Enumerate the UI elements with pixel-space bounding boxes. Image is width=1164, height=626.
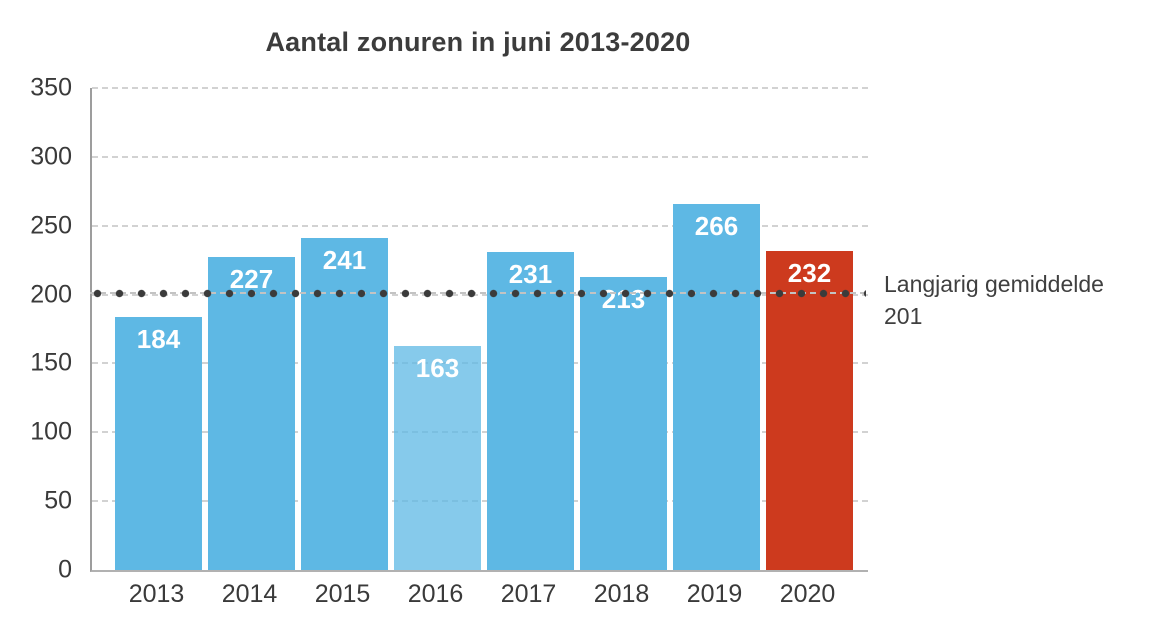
x-tick-label-2015: 2015	[314, 580, 371, 608]
x-tick-label-2014: 2014	[221, 580, 278, 608]
y-tick-label: 300	[30, 142, 72, 171]
y-tick-label: 150	[30, 348, 72, 377]
bar-2019: 266	[673, 203, 760, 570]
bar-value-label: 213	[601, 283, 646, 314]
chart-title: Aantal zonuren in juni 2013-2020	[265, 27, 691, 57]
y-tick-label: 250	[30, 211, 72, 240]
gridline-350	[92, 87, 868, 89]
bar-2015: 241	[301, 238, 388, 570]
bar-2017: 231	[487, 251, 574, 570]
gridline-250	[92, 224, 868, 227]
bar-value-label: 241	[322, 245, 367, 276]
bar-value-label: 231	[508, 258, 553, 289]
y-tick-label: 350	[30, 73, 72, 102]
bar-2013: 184	[115, 316, 202, 570]
bar-value-label: 232	[787, 257, 832, 288]
x-tick-label-2013: 2013	[128, 580, 185, 608]
y-axis: 0 50 100 150 200 250 300 350	[0, 74, 80, 584]
x-tick-label-2017: 2017	[500, 580, 557, 608]
bar-2014: 227	[208, 257, 295, 570]
bar-value-label: 266	[694, 210, 739, 241]
bar-value-label: 184	[136, 323, 181, 354]
bar-2016: 163	[394, 345, 481, 570]
bar-2018: 213	[580, 276, 667, 570]
y-tick-label: 50	[44, 486, 72, 515]
x-tick-label-2016: 2016	[407, 580, 464, 608]
average-line-label: Langjarig gemiddelde 201	[884, 271, 1104, 330]
bar-value-label: 163	[415, 352, 460, 383]
plot-area: 184 227 241 163 231 213 266 232	[90, 87, 868, 572]
x-tick-label-2020: 2020	[779, 580, 836, 608]
x-axis: 2013 2014 2015 2016 2017 2018 2019 2020	[90, 580, 866, 612]
y-tick-label: 0	[58, 555, 72, 584]
average-dotted-line	[93, 289, 866, 299]
x-tick-label-2019: 2019	[686, 580, 743, 608]
bar-2020: 232	[766, 250, 853, 570]
y-tick-label: 200	[30, 280, 72, 309]
y-tick-label: 100	[30, 417, 72, 446]
x-tick-label-2018: 2018	[593, 580, 650, 608]
gridline-300	[92, 155, 868, 158]
